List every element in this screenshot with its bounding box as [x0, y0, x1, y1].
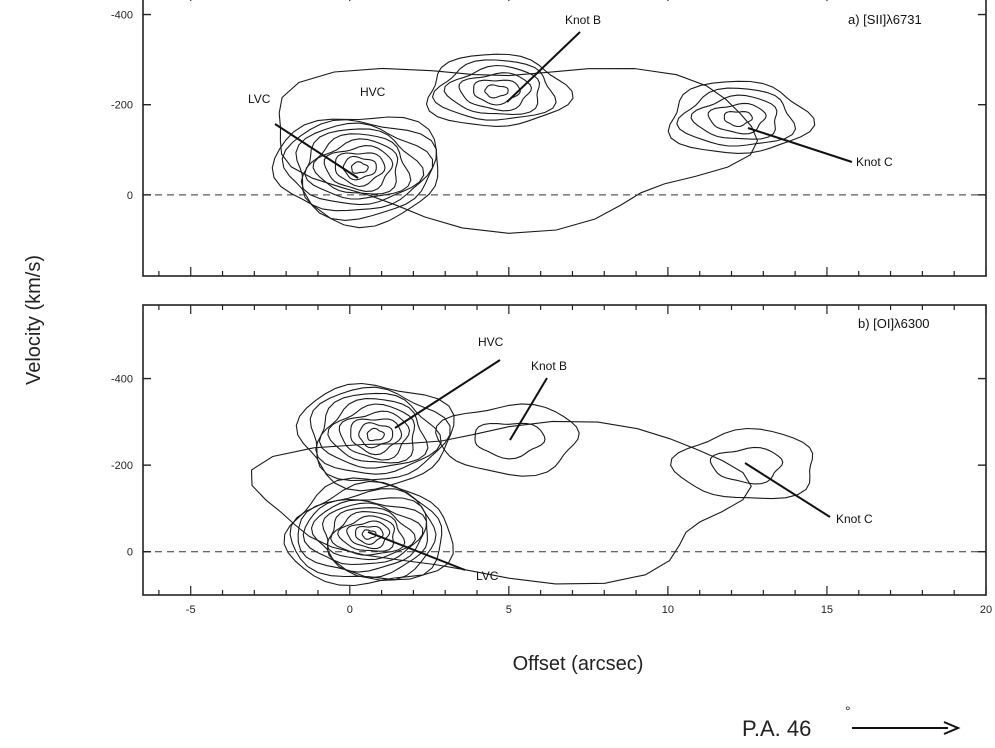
- y-tick-label: -200: [111, 100, 133, 112]
- annotation-leader-line: [506, 31, 581, 103]
- annotation-label: LVC: [248, 92, 271, 106]
- contour-level: [295, 382, 455, 492]
- annotation-label: LVC: [476, 569, 499, 583]
- contour-level: [474, 422, 546, 460]
- contour-level: [358, 422, 394, 449]
- contour-level: [295, 122, 434, 212]
- contour-envelope: [250, 420, 752, 585]
- annotation-label: HVC: [478, 335, 504, 349]
- y-tick-label: -400: [111, 374, 133, 386]
- contour-level: [281, 119, 437, 221]
- contour-level: [458, 72, 533, 112]
- contour-level: [338, 410, 411, 461]
- contour-level: [473, 79, 521, 106]
- annotation-leader-line: [274, 123, 359, 179]
- contour-level: [484, 84, 509, 99]
- contour-level: [310, 499, 428, 573]
- annotation-label: Knot C: [856, 155, 893, 169]
- annotation-leader-line: [394, 359, 501, 429]
- contour-level: [300, 128, 425, 206]
- panel-a-contours: [271, 53, 816, 234]
- x-tick-label: 5: [506, 604, 512, 616]
- contour-level: [342, 155, 377, 181]
- contour-level: [327, 403, 416, 464]
- contour-level: [350, 161, 369, 174]
- panel-a-frame: [142, 0, 987, 277]
- x-axis-title: Offset (arcsec): [513, 653, 644, 675]
- panel-a-ticks: 0 -200 -400: [111, 0, 987, 276]
- annotation-leader-line: [509, 377, 548, 441]
- y-axis-title: Velocity (km/s): [23, 255, 45, 385]
- contour-level: [361, 529, 377, 540]
- annotation-label: Knot C: [836, 512, 873, 526]
- contour-level: [326, 507, 416, 561]
- panel-a-annotations: LVC HVC Knot B Knot C: [248, 13, 893, 179]
- contour-level: [355, 525, 384, 545]
- contour-level: [425, 53, 574, 127]
- panel-b-frame: [142, 304, 987, 596]
- y-tick-label: -400: [111, 10, 133, 22]
- contour-level: [350, 418, 403, 456]
- x-tick-label: -5: [186, 604, 196, 616]
- contour-level: [707, 102, 767, 135]
- contour-level: [366, 427, 385, 442]
- annotation-leader-line: [367, 531, 466, 571]
- panel-b-ticks: 0 -200 -400 -5 0 5 10 15 20: [111, 305, 992, 616]
- contour-level: [334, 152, 386, 188]
- y-tick-label: 0: [127, 547, 133, 559]
- contour-level: [312, 138, 399, 195]
- position-angle-label: P.A. 46: [742, 716, 811, 741]
- panel-b-contours: [250, 382, 814, 587]
- annotation-label: HVC: [360, 85, 386, 99]
- contour-level: [346, 520, 391, 550]
- contour-level: [337, 515, 396, 552]
- contour-level: [676, 87, 797, 147]
- contour-level: [321, 502, 424, 566]
- x-tick-label: 20: [980, 604, 992, 616]
- panel-b-annotations: HVC Knot B Knot C LVC: [367, 335, 873, 583]
- contour-level: [670, 427, 814, 500]
- contour-envelope: [278, 67, 759, 234]
- annotation-label: Knot B: [565, 13, 601, 27]
- x-tick-label: 10: [662, 604, 674, 616]
- position-angle-arrow-head-icon: [943, 721, 961, 735]
- position-angle-degree-symbol: °: [845, 703, 851, 719]
- annotation-label: Knot B: [531, 359, 567, 373]
- contour-level: [297, 488, 437, 582]
- annotation-leader-line: [747, 127, 853, 163]
- x-tick-label: 15: [821, 604, 833, 616]
- contour-level: [443, 64, 541, 116]
- panel-b: 0 -200 -400 -5 0 5 10 15 20 b) [OI]λ6300 HVC Knot…: [111, 304, 992, 616]
- contour-level: [431, 59, 557, 121]
- y-tick-label: 0: [127, 190, 133, 202]
- contour-level: [690, 94, 778, 140]
- panel-a-title: a) [SII]λ6731: [848, 12, 922, 27]
- x-tick-label: 0: [347, 604, 353, 616]
- contour-level: [723, 111, 753, 128]
- contour-level: [323, 145, 394, 192]
- contour-level: [709, 446, 784, 485]
- contour-level: [435, 403, 580, 477]
- panel-a: 0 -200 -400 a) [SII]λ6731 LVC HVC Knot B Knot…: [111, 0, 987, 277]
- annotation-leader-line: [744, 462, 831, 518]
- contour-level: [289, 480, 443, 581]
- contour-level: [283, 477, 454, 587]
- contour-level: [309, 386, 451, 482]
- contour-level: [667, 80, 816, 154]
- contour-level: [271, 116, 439, 229]
- contour-level: [315, 392, 442, 475]
- contour-level: [302, 497, 428, 579]
- panel-b-title: b) [OI]λ6300: [858, 316, 930, 331]
- y-tick-label: -200: [111, 460, 133, 472]
